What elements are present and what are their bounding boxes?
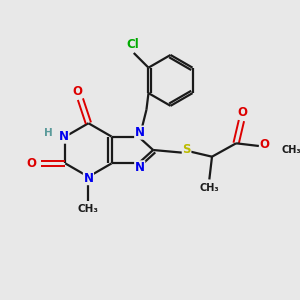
Text: O: O xyxy=(260,138,270,151)
Text: S: S xyxy=(182,143,191,157)
Text: Cl: Cl xyxy=(126,38,139,51)
Text: N: N xyxy=(135,161,145,174)
Text: N: N xyxy=(59,130,69,143)
Text: O: O xyxy=(73,85,83,98)
Text: O: O xyxy=(27,157,37,170)
Text: N: N xyxy=(83,172,93,184)
Text: CH₃: CH₃ xyxy=(200,183,219,193)
Text: H: H xyxy=(44,128,53,138)
Text: CH₃: CH₃ xyxy=(281,145,300,155)
Text: CH₃: CH₃ xyxy=(78,204,99,214)
Text: O: O xyxy=(238,106,248,119)
Text: N: N xyxy=(135,126,145,139)
